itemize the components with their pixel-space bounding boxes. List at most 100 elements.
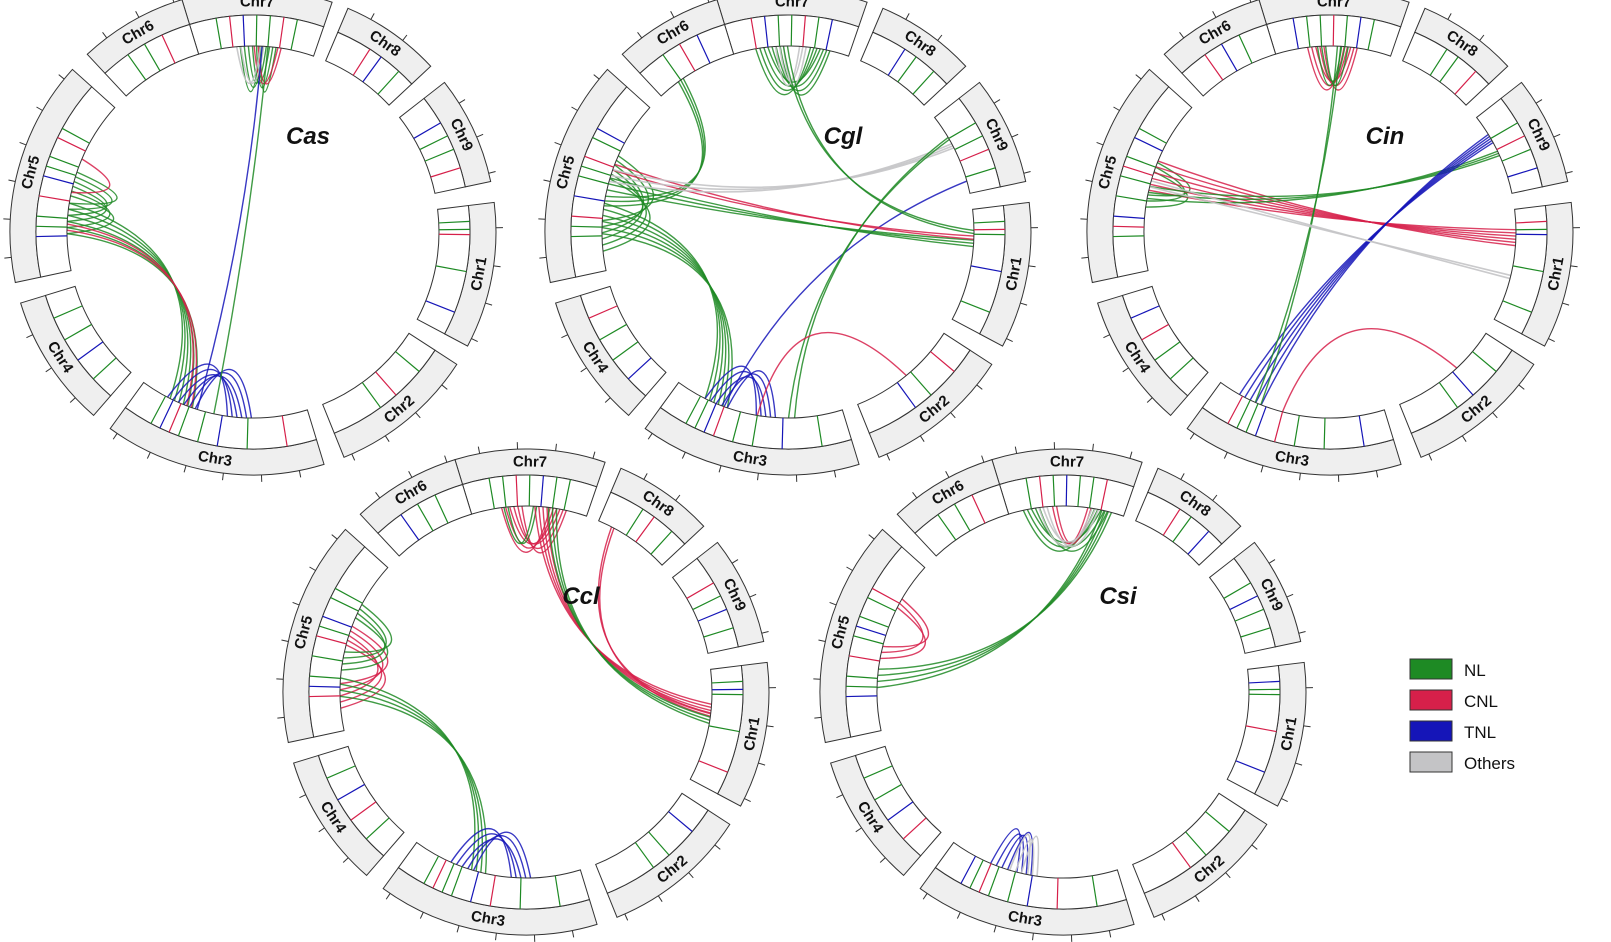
gene-mark	[362, 56, 382, 83]
gene-mark	[874, 783, 902, 801]
link-tnl	[721, 373, 772, 418]
legend-swatch-others	[1409, 751, 1453, 773]
scale-tick	[1006, 338, 1013, 343]
scale-tick	[945, 471, 950, 478]
link-nl	[69, 202, 184, 399]
segment-chr2-cas: Chr2	[322, 332, 458, 461]
legend-swatch-tnl	[1409, 720, 1453, 742]
scale-tick	[1553, 133, 1561, 138]
link-cnl	[1155, 166, 1516, 244]
link-nl	[763, 47, 818, 87]
segment-chr1-cin: Chr1	[1493, 201, 1580, 347]
gene-mark	[143, 43, 161, 72]
gene-mark	[1332, 15, 1335, 47]
link-tnl	[1006, 831, 1034, 876]
gene-mark	[255, 15, 258, 47]
scale-tick	[58, 74, 65, 80]
gene-mark	[853, 635, 884, 645]
segment-chr2-cin: Chr2	[1399, 332, 1535, 461]
gene-track	[322, 332, 436, 434]
gene-mark	[267, 15, 272, 47]
segment-chr4-ccl: Chr4	[292, 745, 405, 877]
scale-tick	[1180, 473, 1185, 480]
species-label: Cin	[1366, 123, 1405, 150]
gene-track	[934, 841, 1128, 910]
gene-track	[857, 332, 971, 434]
gene-mark	[1358, 415, 1365, 447]
link-nl	[609, 177, 974, 248]
gene-mark	[1490, 122, 1518, 139]
species-label: Cas	[286, 123, 330, 150]
scale-tick	[69, 397, 76, 403]
gene-mark	[813, 17, 820, 48]
link-nl	[1320, 46, 1346, 82]
link-nl	[601, 159, 649, 228]
link-nl	[608, 183, 974, 245]
scale-tick	[757, 473, 759, 481]
gene-mark	[1238, 34, 1253, 64]
link-others	[1149, 186, 1512, 277]
chromosome-label: Chr7	[1050, 453, 1084, 471]
scale-tick	[36, 106, 43, 111]
segment-chr8-cgl: Chr8	[860, 7, 967, 106]
segment-chr9-ccl: Chr9	[671, 541, 769, 654]
link-tnl	[450, 828, 513, 878]
gene-mark	[872, 587, 900, 604]
gene-mark	[1367, 19, 1375, 51]
scale-tick	[1103, 334, 1110, 339]
gene-mark	[150, 395, 167, 424]
gene-mark	[1254, 406, 1267, 436]
gene-mark	[694, 399, 709, 429]
scale-tick	[1032, 933, 1034, 941]
scale-tick	[351, 453, 356, 461]
gene-mark	[1501, 148, 1531, 162]
link-nl	[775, 46, 828, 92]
link-nl	[340, 677, 476, 870]
gene-mark	[1507, 167, 1538, 178]
scale-tick	[172, 0, 175, 3]
scale-tick	[488, 171, 496, 174]
gene-mark	[350, 801, 377, 821]
link-cnl	[339, 630, 384, 691]
gene-mark	[228, 16, 234, 48]
gene-mark	[612, 341, 639, 361]
segment-chr3-ccl: Chr3	[382, 841, 598, 942]
scale-tick	[855, 827, 862, 833]
links-cas	[66, 45, 282, 419]
scale-tick	[1375, 470, 1379, 478]
gene-mark	[400, 514, 420, 541]
gene-mark	[319, 625, 349, 637]
scale-tick	[818, 639, 826, 642]
scale-tick	[1096, 141, 1104, 146]
gene-mark	[846, 695, 878, 698]
gene-mark	[246, 417, 249, 449]
segment-chr2-csi: Chr2	[1132, 792, 1268, 921]
link-tnl	[1238, 141, 1494, 395]
scale-tick	[135, 11, 140, 18]
gene-mark	[692, 595, 721, 611]
link-others	[1008, 833, 1031, 875]
gene-mark	[177, 406, 190, 436]
scale-tick	[1570, 265, 1578, 268]
scale-tick	[1161, 913, 1166, 921]
gene-mark	[910, 371, 932, 396]
scale-tick	[879, 857, 886, 863]
gene-mark	[1438, 382, 1459, 408]
scale-tick	[298, 470, 302, 478]
scale-tick	[868, 534, 875, 540]
gene-mark	[528, 475, 531, 507]
gene-mark	[1169, 357, 1194, 380]
gene-mark	[159, 399, 174, 429]
gene-mark	[168, 403, 182, 433]
gene-mark	[337, 783, 365, 801]
gene-mark	[1245, 725, 1277, 733]
chromosome-label: Chr3	[197, 448, 234, 470]
gene-mark	[1323, 417, 1326, 449]
scale-tick	[714, 844, 721, 850]
gene-track	[1132, 792, 1246, 894]
gene-mark	[635, 516, 655, 543]
gene-mark	[425, 300, 455, 313]
chromosome-label: Chr1	[1278, 716, 1301, 753]
gene-mark	[1141, 323, 1169, 341]
